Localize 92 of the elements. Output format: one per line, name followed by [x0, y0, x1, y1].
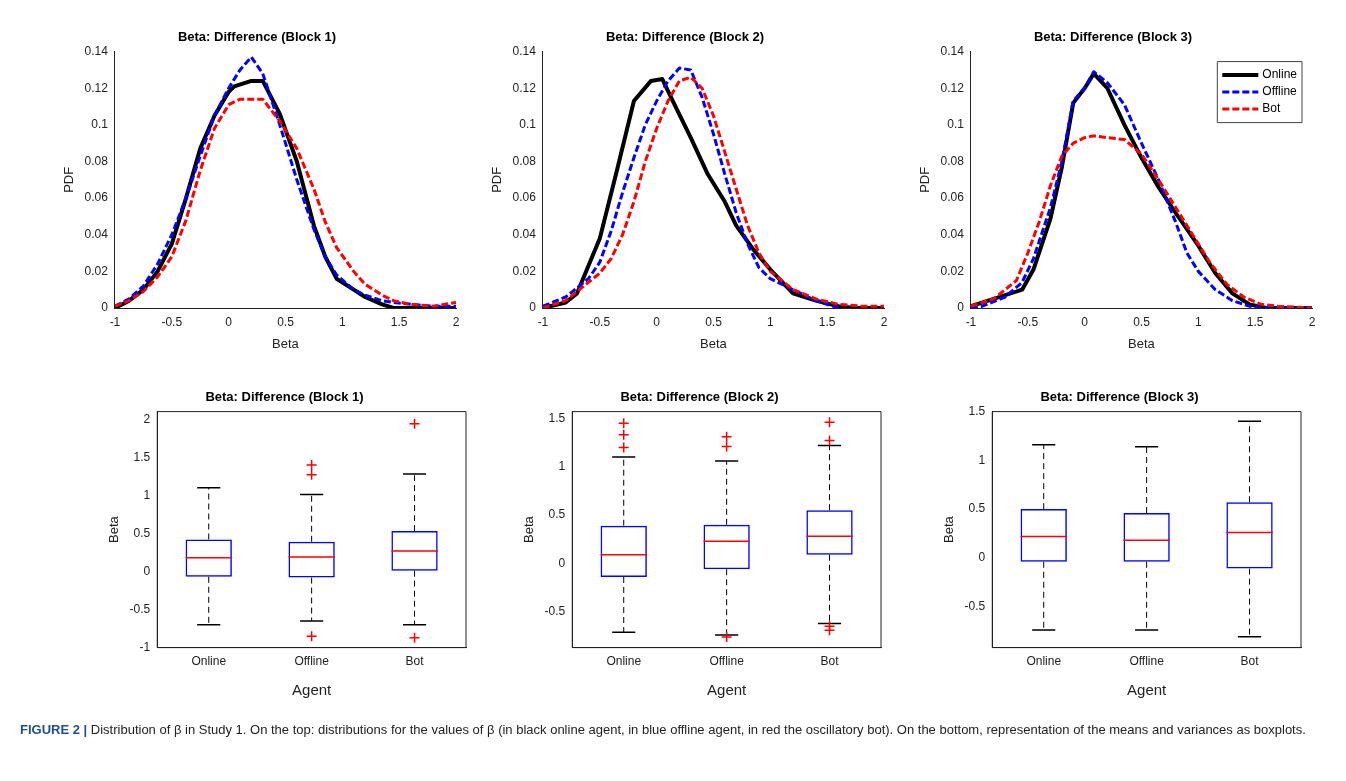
y-axis-title: Beta [106, 515, 122, 543]
y-axis-title: PDF [917, 166, 933, 193]
x-tick-label: -0.5 [589, 314, 611, 329]
y-tick-label: -0.5 [129, 601, 151, 616]
x-tick-label: -0.5 [161, 314, 183, 329]
y-tick-label: 0.1 [519, 117, 537, 132]
x-tick-label: Offline [1129, 654, 1165, 669]
y-tick-label: 2 [143, 411, 151, 426]
chart-title: Beta: Difference (Block 2) [620, 389, 779, 405]
x-tick-label: 1 [1194, 314, 1202, 329]
x-tick-label: 0.5 [1133, 314, 1151, 329]
y-tick-label: 0.06 [84, 190, 109, 205]
y-axis-title: Beta [941, 515, 957, 543]
y-tick-label: 0.08 [84, 153, 109, 168]
x-tick-label: Bot [820, 654, 840, 669]
y-tick-label: -0.5 [964, 598, 986, 613]
y-tick-label: 0.04 [84, 227, 109, 242]
y-tick-label: 1.5 [968, 403, 986, 418]
y-tick-label: 0.08 [940, 153, 965, 168]
y-tick-label: 0.14 [940, 43, 965, 58]
y-tick-label: 0.5 [548, 507, 566, 522]
y-tick-label: 0.12 [84, 80, 109, 95]
y-tick-label: 0.5 [968, 501, 986, 516]
y-tick-label: 0 [529, 300, 537, 315]
y-tick-label: 0.12 [940, 80, 965, 95]
y-tick-label: 0 [957, 300, 965, 315]
chart-title: Beta: Difference (Block 1) [177, 29, 337, 45]
y-tick-label: 1.5 [133, 449, 151, 464]
y-tick-label: 0 [558, 555, 566, 570]
caption: FIGURE 2 | Distribution of β in Study 1. On the top: distributions for the values of β (in black online agent, in blue offline agent, in red the oscillatory bot). On the bottom, representation of the means and variances as boxplots. [20, 722, 1306, 737]
y-tick-label: 0.02 [512, 263, 537, 278]
x-tick-label: Online [191, 654, 227, 669]
chart-title: Beta: Difference (Block 3) [1033, 29, 1193, 45]
chart-title: Beta: Difference (Block 1) [205, 389, 364, 405]
x-tick-label: 0 [653, 314, 661, 329]
y-axis-title: PDF [61, 166, 77, 193]
x-axis-title: Beta [272, 335, 300, 351]
y-tick-label: 0.1 [91, 117, 109, 132]
y-tick-label: 0.14 [512, 43, 537, 58]
y-tick-label: 0.14 [84, 43, 109, 58]
x-axis-title: Agent [1127, 681, 1168, 699]
y-tick-label: 0.04 [512, 227, 537, 242]
x-tick-label: Online [1026, 654, 1062, 669]
y-tick-label: 0.08 [512, 153, 537, 168]
x-tick-label: -1 [109, 314, 121, 329]
y-axis-title: PDF [489, 166, 505, 193]
y-tick-label: 0.06 [940, 190, 965, 205]
x-tick-label: 1.5 [390, 314, 408, 329]
y-tick-label: 0.02 [940, 263, 965, 278]
legend-label: Bot [1262, 101, 1281, 116]
y-tick-label: 0.06 [512, 190, 537, 205]
x-axis-title: Agent [292, 681, 333, 699]
y-axis-title: Beta [521, 515, 537, 543]
y-tick-label: 1.5 [548, 410, 566, 425]
x-tick-label: 2 [1308, 314, 1316, 329]
x-tick-label: 2 [880, 314, 888, 329]
y-tick-label: 0.5 [133, 525, 151, 540]
y-tick-label: -0.5 [544, 604, 566, 619]
x-tick-label: Offline [709, 654, 745, 669]
y-tick-label: 1 [558, 459, 566, 474]
x-tick-label: 0.5 [705, 314, 723, 329]
chart-title: Beta: Difference (Block 2) [605, 29, 765, 45]
y-tick-label: 0.1 [947, 117, 965, 132]
x-tick-label: -0.5 [1017, 314, 1039, 329]
x-axis-title: Agent [707, 681, 748, 699]
legend-label: Offline [1262, 84, 1298, 99]
y-tick-label: 1 [978, 452, 986, 467]
x-tick-label: Online [606, 654, 642, 669]
x-tick-label: 0.5 [277, 314, 295, 329]
y-tick-label: 0 [978, 550, 986, 565]
x-tick-label: 1.5 [818, 314, 836, 329]
x-tick-label: 1 [338, 314, 346, 329]
y-tick-label: 0.12 [512, 80, 537, 95]
legend-label: Online [1262, 67, 1298, 82]
x-tick-label: 0 [225, 314, 233, 329]
line-series [542, 66, 841, 308]
x-axis-title: Beta [1128, 335, 1156, 351]
x-tick-label: 1 [766, 314, 774, 329]
x-tick-label: 2 [452, 314, 460, 329]
y-tick-label: 1 [143, 487, 151, 502]
y-tick-label: 0.04 [940, 227, 965, 242]
x-tick-label: Bot [405, 654, 425, 669]
y-tick-label: -1 [139, 639, 151, 654]
x-tick-label: Offline [294, 654, 330, 669]
y-tick-label: 0 [143, 563, 151, 578]
x-axis-title: Beta [700, 335, 728, 351]
y-tick-label: 0.02 [84, 263, 109, 278]
x-tick-label: 1.5 [1246, 314, 1264, 329]
y-tick-label: 0 [101, 300, 109, 315]
x-tick-label: Bot [1240, 654, 1260, 669]
chart-title: Beta: Difference (Block 3) [1040, 389, 1199, 405]
x-tick-label: 0 [1081, 314, 1089, 329]
